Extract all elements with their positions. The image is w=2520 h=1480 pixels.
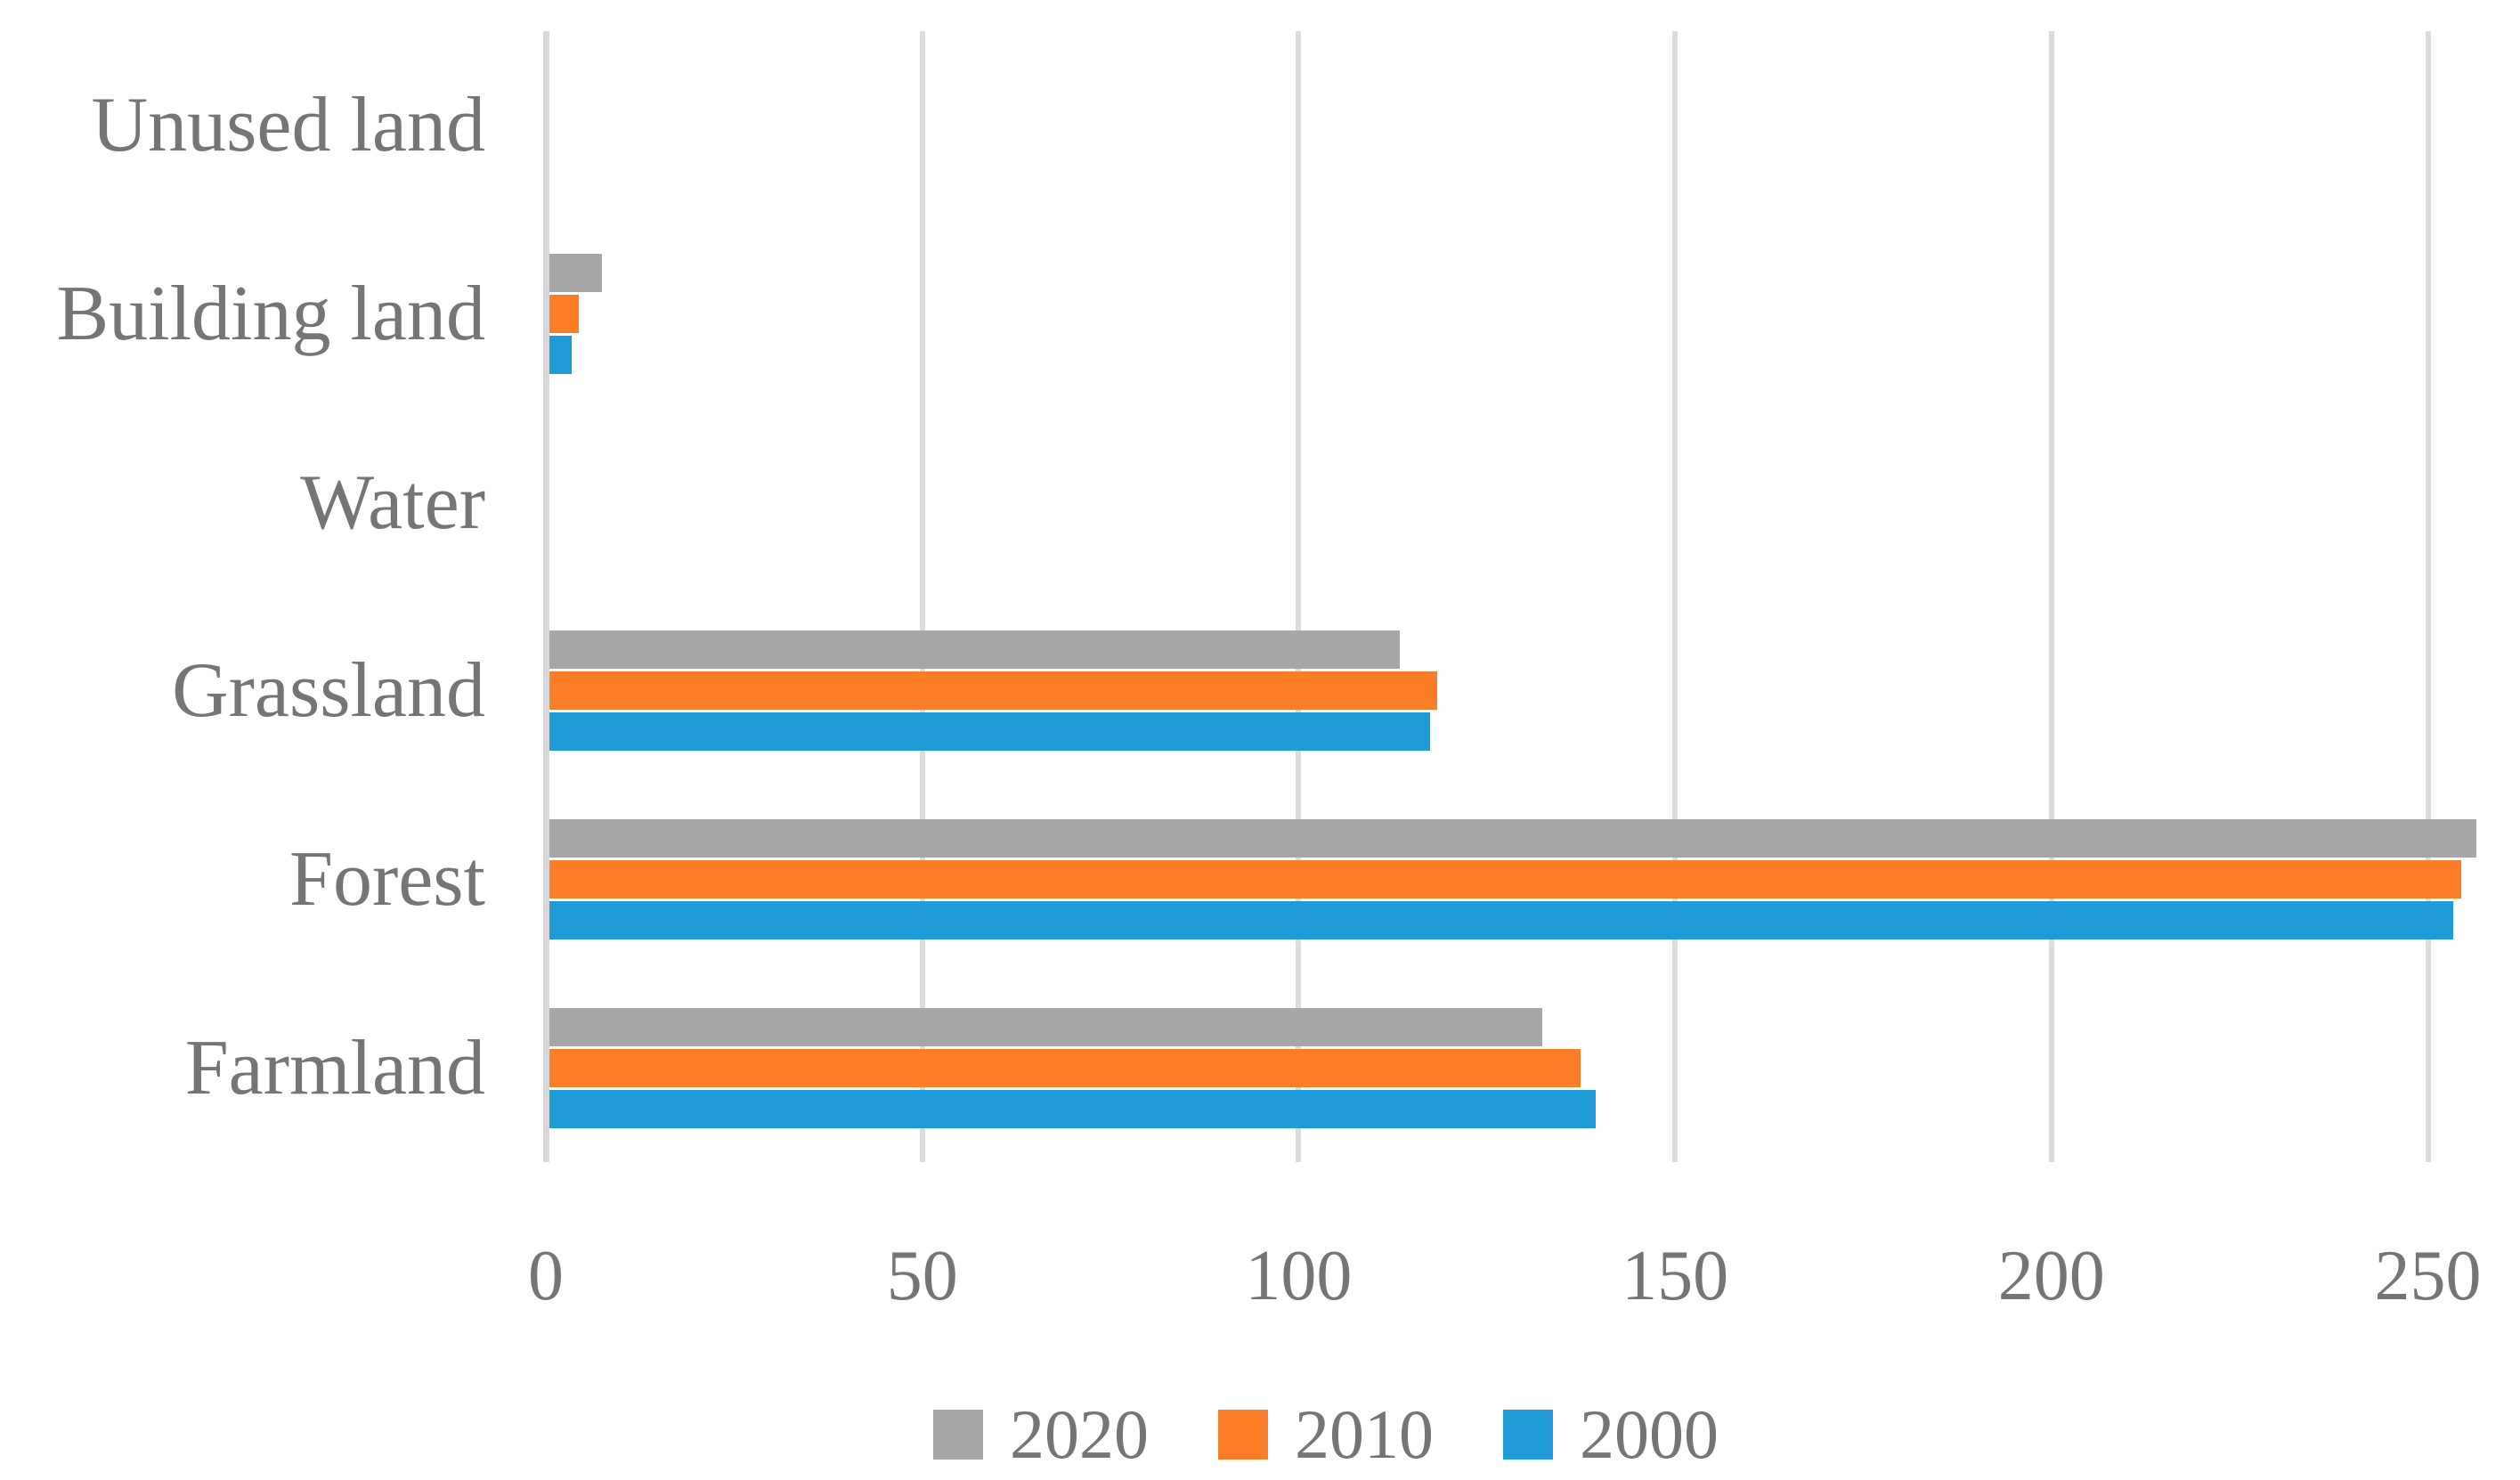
- gridline-200: [2048, 31, 2054, 1162]
- legend-label-2020: 2020: [1010, 1395, 1149, 1473]
- gridline-150: [1672, 31, 1679, 1162]
- bar-building-land-2000: [549, 336, 572, 374]
- category-label-water: Water: [300, 459, 485, 546]
- x-tick-250: 250: [2374, 1237, 2482, 1315]
- legend-swatch-2000: [1503, 1410, 1553, 1460]
- gridline-250: [2425, 31, 2431, 1162]
- legend-swatch-2010: [1218, 1410, 1268, 1460]
- bar-grassland-2020: [549, 630, 1400, 670]
- x-tick-200: 200: [1997, 1237, 2105, 1315]
- bar-farmland-2000: [549, 1089, 1596, 1128]
- legend-item-2000: 2000: [1503, 1400, 1719, 1469]
- gridline-100: [1296, 31, 1302, 1162]
- category-label-farmland: Farmland: [184, 1024, 485, 1111]
- y-axis-line: [542, 31, 549, 1162]
- category-label-grassland: Grassland: [172, 647, 485, 735]
- x-tick-100: 100: [1245, 1237, 1353, 1315]
- legend-swatch-2020: [933, 1410, 983, 1460]
- bar-building-land-2020: [549, 254, 602, 292]
- category-label-building-land: Building land: [56, 270, 485, 357]
- legend-item-2010: 2010: [1218, 1400, 1434, 1469]
- bar-grassland-2010: [549, 671, 1438, 711]
- bar-forest-2020: [549, 819, 2476, 858]
- category-label-forest: Forest: [289, 835, 485, 923]
- bar-forest-2000: [549, 901, 2454, 939]
- legend-label-2010: 2010: [1295, 1395, 1434, 1473]
- x-tick-50: 50: [886, 1237, 958, 1315]
- gridline-50: [919, 31, 925, 1162]
- x-tick-0: 0: [528, 1237, 564, 1315]
- bar-building-land-2010: [549, 295, 580, 333]
- legend-label-2000: 2000: [1580, 1395, 1719, 1473]
- bar-grassland-2000: [549, 712, 1430, 752]
- bar-farmland-2020: [549, 1007, 1543, 1046]
- bar-forest-2010: [549, 860, 2461, 899]
- legend-item-2020: 2020: [933, 1400, 1149, 1469]
- category-label-unused-land: Unused land: [91, 82, 485, 169]
- legend: 2020 2010 2000: [933, 1400, 1788, 1469]
- x-tick-150: 150: [1622, 1237, 1729, 1315]
- bar-farmland-2010: [549, 1048, 1581, 1087]
